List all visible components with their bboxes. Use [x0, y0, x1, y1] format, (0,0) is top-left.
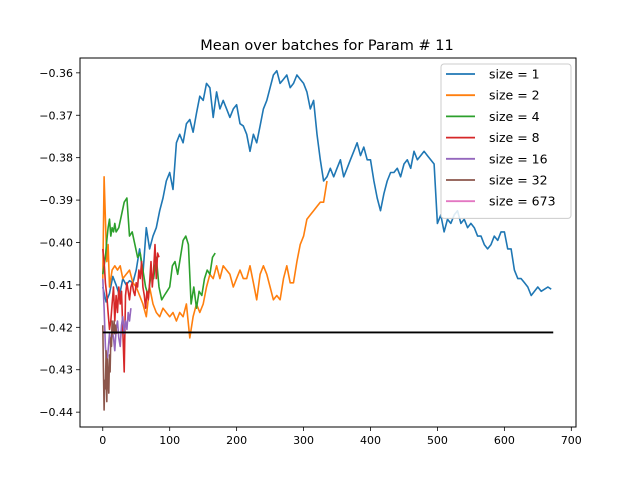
legend-label: size = 1 [489, 67, 540, 82]
legend-label: size = 32 [489, 173, 548, 188]
legend: size = 1 size = 2 size = 4 size = 8 size = 1… [440, 63, 572, 219]
y-tick-label: −0.44 [39, 406, 73, 419]
y-axis: −0.44 −0.43 −0.42 −0.41 −0.40 −0.39 −0.38 −0.37… [39, 67, 80, 419]
x-tick-label: 400 [360, 434, 381, 447]
x-tick-label: 0 [99, 434, 106, 447]
series-line-4 [102, 278, 132, 365]
series-line-0 [102, 69, 552, 303]
plot-frame [79, 57, 577, 428]
legend-label: size = 673 [489, 194, 556, 209]
x-tick-label: 600 [494, 434, 515, 447]
y-tick-label: −0.42 [39, 321, 73, 334]
x-axis: 0 100 200 300 400 500 600 700 [99, 427, 582, 447]
y-tick-label: −0.39 [39, 194, 73, 207]
x-tick-label: 100 [159, 434, 180, 447]
legend-label: size = 8 [489, 130, 540, 145]
y-tick-label: −0.43 [39, 364, 73, 377]
x-tick-label: 300 [293, 434, 314, 447]
chart-title: Mean over batches for Param # 11 [200, 38, 453, 54]
series-line-1 [102, 176, 328, 339]
plot-area [102, 69, 554, 411]
x-tick-label: 700 [561, 434, 582, 447]
x-tick-label: 200 [226, 434, 247, 447]
series-line-5 [102, 320, 118, 411]
legend-label: size = 2 [489, 88, 540, 103]
legend-label: size = 16 [489, 151, 548, 166]
legend-label: size = 4 [489, 109, 540, 124]
y-tick-label: −0.41 [39, 279, 73, 292]
series-line-3 [102, 243, 160, 373]
x-tick-label: 500 [427, 434, 448, 447]
y-tick-label: −0.37 [39, 109, 73, 122]
y-tick-label: −0.38 [39, 152, 73, 165]
y-tick-label: −0.36 [39, 67, 73, 80]
y-tick-label: −0.40 [39, 237, 73, 250]
